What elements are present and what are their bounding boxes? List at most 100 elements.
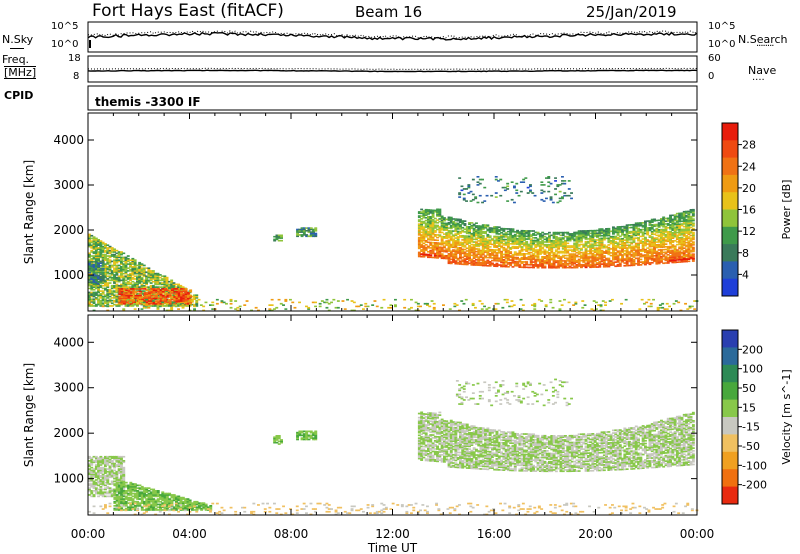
heatmap-cell <box>108 249 112 252</box>
heatmap-cell <box>140 303 144 306</box>
heatmap-cell <box>687 252 691 254</box>
heatmap-cell <box>133 263 137 265</box>
heatmap-cell <box>429 230 433 233</box>
heatmap-cell <box>566 245 570 247</box>
heatmap-cell <box>234 308 238 310</box>
heatmap-cell <box>486 228 490 231</box>
heatmap-cell <box>117 276 121 279</box>
heatmap-cell <box>644 236 647 239</box>
heatmap-cell <box>140 302 144 305</box>
heatmap-cell <box>157 289 161 292</box>
heatmap-cell <box>168 296 172 298</box>
heatmap-cell <box>600 230 604 233</box>
heatmap-cell <box>459 248 462 250</box>
heatmap-cell <box>646 243 650 245</box>
heatmap-cell <box>187 302 190 305</box>
heatmap-cell <box>503 189 507 192</box>
heatmap-cell <box>171 296 174 298</box>
heatmap-cell <box>180 297 183 300</box>
heatmap-cell <box>136 301 139 304</box>
heatmap-cell <box>433 209 437 212</box>
heatmap-cell <box>669 260 672 263</box>
heatmap-cell <box>484 251 487 253</box>
heatmap-cell <box>671 249 675 252</box>
heatmap-cell <box>454 237 458 239</box>
heatmap-cell <box>195 297 199 299</box>
heatmap-cell <box>115 286 119 288</box>
heatmap-cell <box>417 224 421 227</box>
heatmap-cell <box>88 494 91 496</box>
heatmap-cell <box>472 225 476 227</box>
heatmap-cell <box>477 236 481 238</box>
heatmap-cell <box>522 265 526 267</box>
heatmap-cell <box>90 270 94 272</box>
heatmap-cell <box>88 267 91 270</box>
heatmap-cell <box>685 241 688 244</box>
heatmap-cell <box>115 280 119 283</box>
heatmap-cell <box>602 260 606 263</box>
heatmap-cell <box>678 223 682 225</box>
heatmap-cell <box>97 281 100 283</box>
heatmap-cell <box>678 220 682 223</box>
heatmap-cell <box>429 249 433 252</box>
heatmap-cell <box>150 298 154 301</box>
heatmap-cell <box>584 266 588 269</box>
heatmap-cell <box>511 236 515 239</box>
heatmap-cell <box>99 251 103 253</box>
heatmap-cell <box>544 304 548 306</box>
heatmap-cell <box>682 247 686 249</box>
heatmap-cell <box>612 233 615 235</box>
heatmap-cell <box>573 245 577 247</box>
heatmap-cell <box>577 247 581 250</box>
heatmap-cell <box>447 232 451 235</box>
heatmap-cell <box>568 262 572 265</box>
heatmap-cell <box>88 261 91 263</box>
heatmap-cell <box>124 287 128 290</box>
heatmap-cell <box>475 238 478 241</box>
heatmap-cell <box>427 215 430 218</box>
heatmap-cell <box>177 287 180 290</box>
heatmap-cell <box>475 261 478 264</box>
heatmap-cell <box>99 277 103 279</box>
heatmap-cell <box>440 256 444 258</box>
heatmap-cell <box>575 254 579 257</box>
heatmap-cell <box>646 247 650 249</box>
heatmap-cell <box>675 234 679 236</box>
heatmap-cell <box>133 259 137 261</box>
heatmap-cell <box>99 294 103 296</box>
heatmap-cell <box>456 249 460 252</box>
heatmap-cell <box>580 239 583 242</box>
heatmap-cell <box>693 300 697 302</box>
heatmap-cell <box>157 302 161 305</box>
heatmap-cell <box>682 258 686 261</box>
heatmap-cell <box>665 308 669 310</box>
heatmap-cell <box>424 213 428 215</box>
heatmap-cell <box>675 256 679 258</box>
heatmap-cell <box>532 258 535 261</box>
heatmap-cell <box>459 236 462 238</box>
heatmap-cell <box>470 264 474 266</box>
heatmap-cell <box>658 306 662 309</box>
heatmap-cell <box>689 250 693 253</box>
heatmap-cell <box>126 275 130 278</box>
heatmap-cell <box>124 284 128 287</box>
heatmap-cell <box>646 255 650 258</box>
heatmap-cell <box>491 249 494 251</box>
heatmap-cell <box>493 236 497 239</box>
heatmap-cell <box>662 220 666 223</box>
heatmap-cell <box>580 232 583 235</box>
heatmap-cell <box>682 215 686 217</box>
heatmap-cell <box>655 246 659 249</box>
heatmap-cell <box>600 247 604 249</box>
heatmap-cell <box>190 300 194 302</box>
heatmap-cell <box>538 249 542 251</box>
heatmap-cell <box>136 288 140 290</box>
heatmap-cell <box>142 271 146 274</box>
heatmap-cell <box>526 186 530 189</box>
heatmap-cell <box>491 228 494 231</box>
heatmap-cell <box>564 250 567 253</box>
heatmap-cell <box>165 299 169 302</box>
heatmap-cell <box>591 243 595 245</box>
heatmap-cell <box>673 219 677 222</box>
heatmap-cell <box>108 267 112 269</box>
